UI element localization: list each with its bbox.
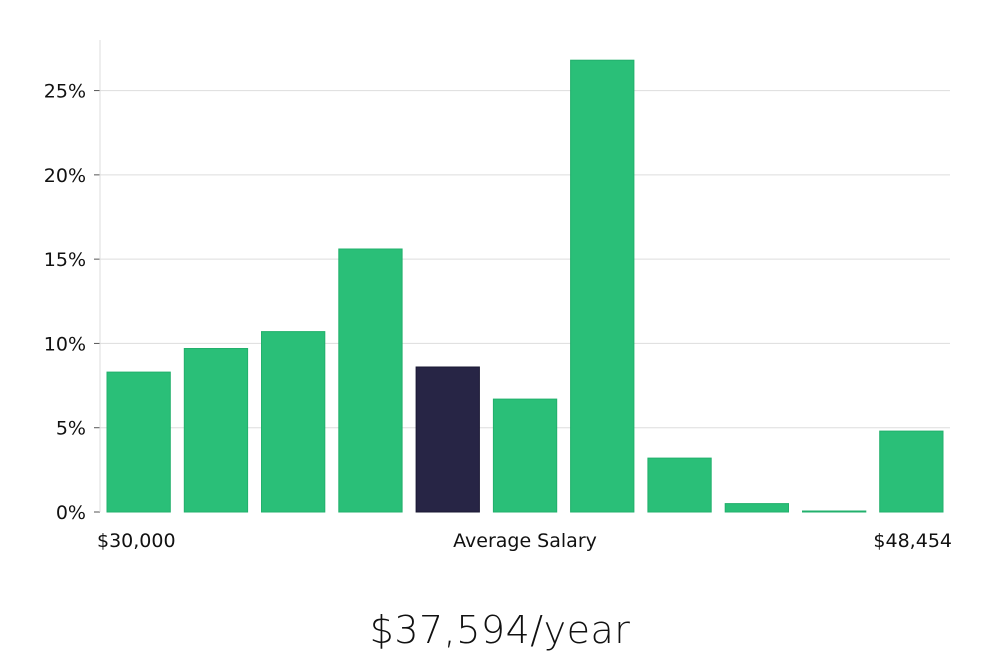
- x-label-max: $48,454: [873, 530, 952, 552]
- y-tick-label-25: 25%: [44, 81, 86, 103]
- bar-10: [802, 510, 867, 513]
- y-tick-label-10: 10%: [44, 333, 86, 355]
- y-tick-labels: 0% 5% 10% 15% 20% 25%: [44, 81, 86, 524]
- y-tick-label-5: 5%: [56, 418, 86, 440]
- y-tick-label-0: 0%: [56, 502, 86, 524]
- axes: [94, 40, 101, 513]
- x-label-average: Average Salary: [453, 530, 597, 552]
- average-salary-value: $37,594/year: [369, 608, 631, 652]
- x-labels: $30,000 Average Salary $48,454: [97, 530, 952, 552]
- bar-3: [261, 331, 326, 513]
- bar-8: [647, 457, 712, 513]
- bar-4: [338, 248, 403, 513]
- bar-1: [106, 371, 171, 513]
- bars: [106, 59, 944, 513]
- bar-2: [183, 348, 249, 513]
- bar-7: [570, 59, 635, 513]
- y-tick-label-15: 15%: [44, 249, 86, 271]
- bar-9: [724, 503, 790, 513]
- salary-histogram: 0% 5% 10% 15% 20% 25% $30,000 Average Salary …: [44, 40, 952, 552]
- bar-11: [879, 430, 944, 513]
- gridlines: [100, 90, 950, 429]
- y-tick-label-20: 20%: [44, 165, 86, 187]
- bar-6: [492, 398, 558, 513]
- x-label-min: $30,000: [97, 530, 176, 552]
- bar-average-salary: [415, 366, 480, 513]
